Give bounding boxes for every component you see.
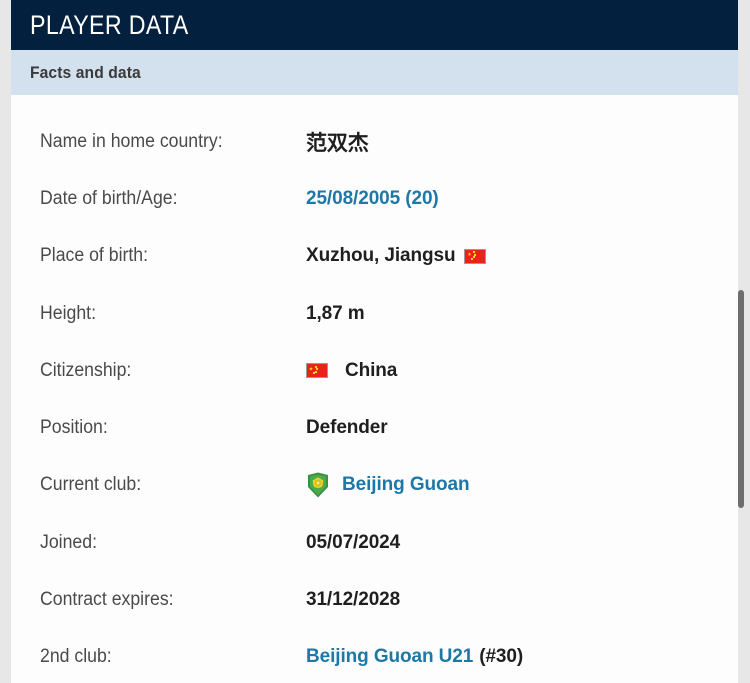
fact-value-citizenship: China [306,360,397,382]
fact-label-place-of-birth: Place of birth: [40,245,149,267]
vertical-scrollbar-track[interactable] [736,0,748,683]
fact-row: Date of birth/Age: 25/08/2005 (20) [11,170,738,227]
fact-row: Contract expires: 31/12/2028 [11,571,738,628]
fact-label-name-in-home-country: Name in home country: [40,130,223,152]
place-of-birth-text: Xuzhou, Jiangsu [306,245,456,267]
current-club-link[interactable]: Beijing Guoan [342,474,470,496]
fact-row: Joined: 05/07/2024 [11,514,738,571]
fact-label-second-club: 2nd club: [40,646,112,668]
fact-value-height: 1,87 m [306,302,365,324]
fact-row: Position: Defender [11,399,738,456]
fact-value-contract-expires: 31/12/2028 [306,589,401,611]
fact-label-current-club: Current club: [40,474,142,496]
player-data-card: PLAYER DATA Facts and data Name in home … [11,0,738,683]
second-club-link[interactable]: Beijing Guoan U21 [306,646,474,668]
fact-value-joined: 05/07/2024 [306,531,401,553]
china-flag-icon [464,248,487,264]
fact-label-joined: Joined: [40,531,97,553]
fact-label-height: Height: [40,302,96,324]
citizenship-text: China [345,359,398,381]
fact-value-date-of-birth: 25/08/2005 (20) [306,188,439,210]
fact-row: 2nd club: Beijing Guoan U21 (#30) [11,629,738,683]
fact-value-place-of-birth: Xuzhou, Jiangsu [306,245,487,267]
fact-label-position: Position: [40,417,108,439]
second-club-shirt-number: (#30) [479,646,524,668]
fact-value-position: Defender [306,417,388,439]
facts-and-data-subheader: Facts and data [11,50,738,95]
fact-row: Name in home country: 范双杰 [11,113,738,170]
fact-row: Citizenship: China [11,342,738,399]
fact-label-contract-expires: Contract expires: [40,589,174,611]
fact-label-date-of-birth: Date of birth/Age: [40,187,178,209]
facts-list: Name in home country: 范双杰 Date of birth/… [11,95,738,683]
fact-row: Height: 1,87 m [11,285,738,342]
page-title: PLAYER DATA [30,9,189,40]
fact-label-citizenship: Citizenship: [40,359,132,381]
fact-row: Place of birth: Xuzhou, Jiangsu [11,228,738,285]
player-data-titlebar: PLAYER DATA [11,0,738,50]
date-of-birth-link[interactable]: 25/08/2005 (20) [306,187,439,209]
fact-value-current-club: Beijing Guoan [306,472,470,498]
fact-row: Current club: Beijing Guoan [11,457,738,514]
beijing-guoan-crest-icon[interactable] [306,472,330,498]
section-title: Facts and data [30,62,141,82]
vertical-scrollbar-thumb[interactable] [738,290,744,508]
fact-value-second-club: Beijing Guoan U21 (#30) [306,646,523,668]
china-flag-icon [306,363,328,379]
fact-value-name-in-home-country: 范双杰 [306,130,369,155]
